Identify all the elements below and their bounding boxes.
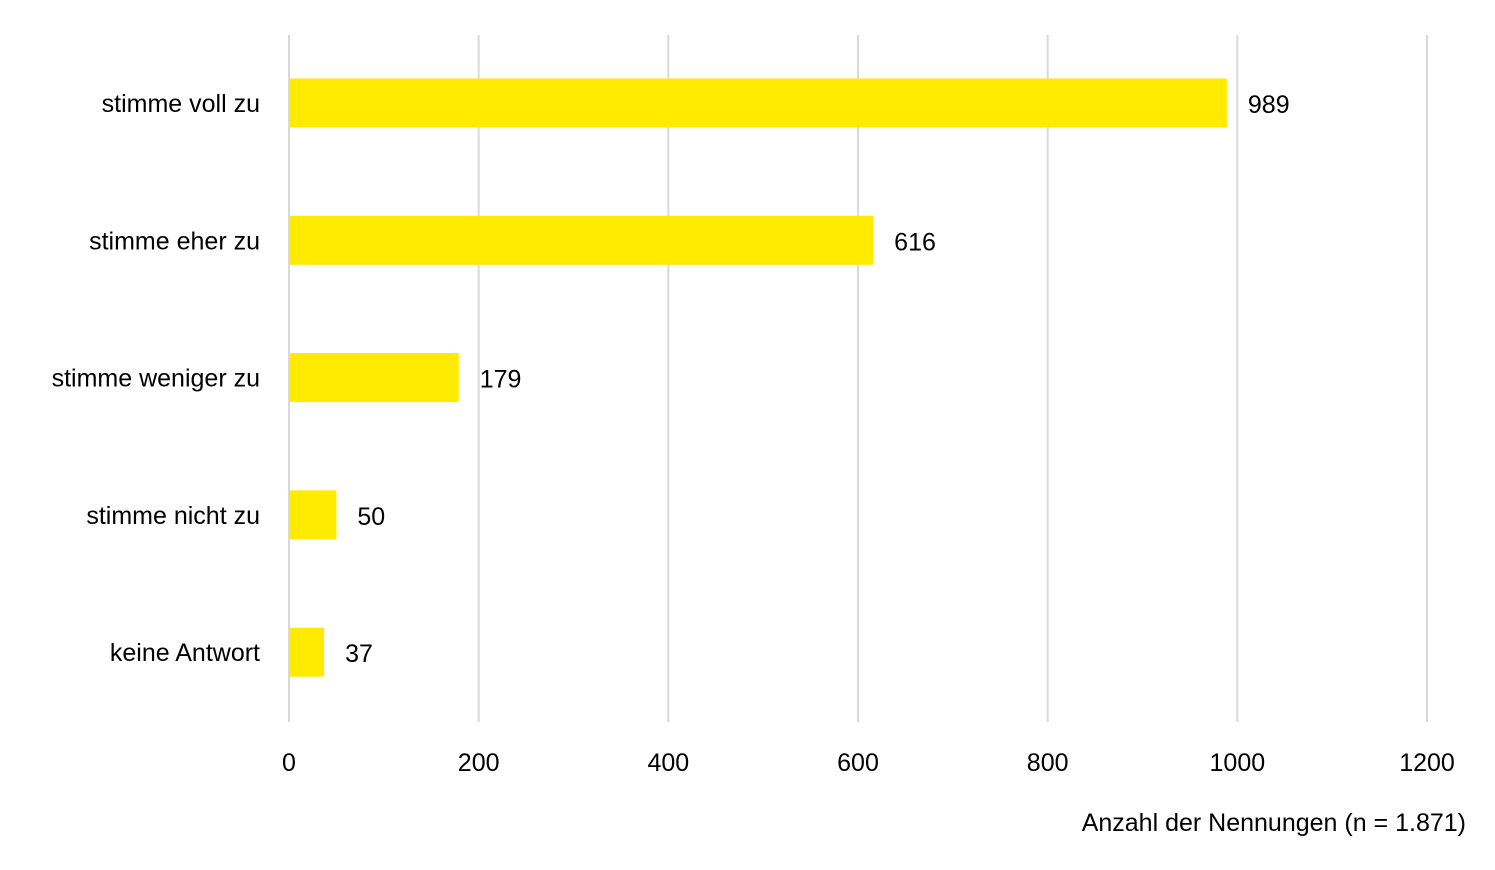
data-labels: 989 616 179 50 37 — [345, 91, 1290, 668]
category-label: keine Antwort — [110, 639, 260, 667]
category-labels: stimme voll zu stimme eher zu stimme wenig… — [52, 90, 260, 667]
data-label: 37 — [345, 640, 373, 668]
category-label: stimme eher zu — [89, 227, 260, 255]
data-label: 50 — [357, 503, 385, 531]
data-label: 616 — [894, 228, 936, 256]
bar — [289, 490, 337, 540]
x-tick-label: 0 — [282, 749, 296, 777]
x-tick-label: 600 — [837, 749, 879, 777]
gridlines — [288, 35, 1428, 722]
data-label: 989 — [1248, 91, 1290, 119]
category-label: stimme nicht zu — [86, 502, 260, 530]
bars — [289, 78, 1227, 677]
x-tick-label: 1200 — [1399, 749, 1455, 777]
x-tick-label: 200 — [458, 749, 500, 777]
bar — [289, 627, 325, 677]
bar — [289, 215, 874, 265]
data-label: 179 — [480, 366, 522, 394]
x-tick-label: 800 — [1027, 749, 1069, 777]
x-tick-label: 1000 — [1210, 749, 1266, 777]
category-label: stimme weniger zu — [52, 365, 260, 393]
x-axis-ticks: 0 200 400 600 800 1000 1200 — [282, 749, 1455, 777]
x-axis-title: Anzahl der Nennungen (n = 1.871) — [1082, 809, 1466, 837]
x-tick-label: 400 — [647, 749, 689, 777]
bar — [289, 78, 1227, 128]
category-label: stimme voll zu — [102, 90, 260, 118]
bar — [289, 353, 459, 403]
